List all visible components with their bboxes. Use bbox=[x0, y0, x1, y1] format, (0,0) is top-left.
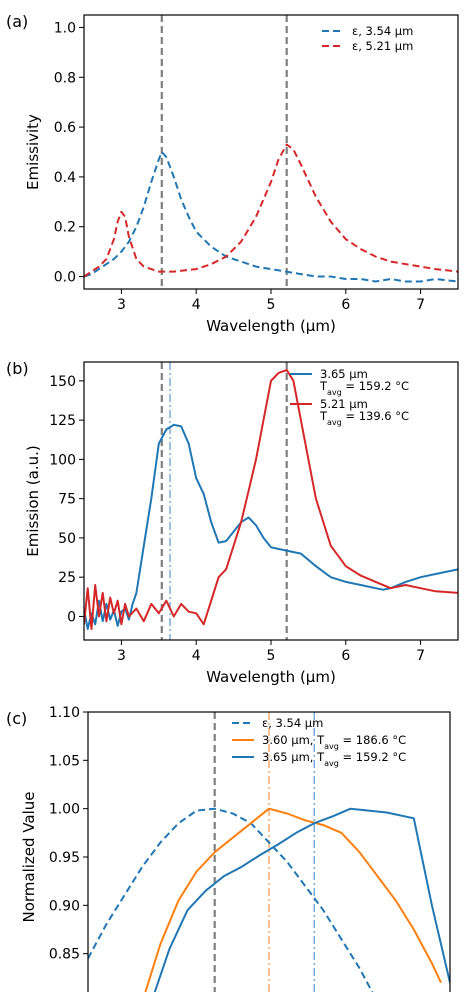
legend-label: ε, 3.54 μm bbox=[262, 716, 323, 730]
series-line-2 bbox=[84, 143, 458, 278]
y-tick-label: 0.0 bbox=[54, 270, 76, 286]
legend-label: ε, 3.54 μm bbox=[352, 24, 413, 38]
y-tick-label: 100 bbox=[49, 452, 76, 468]
legend-t-subscript: avg bbox=[324, 759, 339, 768]
x-tick-label: 6 bbox=[341, 648, 350, 664]
y-tick-label: 1.10 bbox=[49, 705, 80, 721]
y-tick-label: 0.4 bbox=[54, 170, 76, 186]
legend-t-subscript: avg bbox=[327, 388, 342, 397]
y-tick-label: 1.00 bbox=[49, 802, 80, 818]
series-line-1 bbox=[84, 423, 458, 630]
chart-panel-1: (a) 3 4 5 6 7 0.0 0.2 0.4 0.6 0.8 1.0 Wavelength (μm… bbox=[6, 12, 459, 335]
panel-label: (b) bbox=[6, 359, 29, 378]
axes-frame bbox=[83, 361, 459, 641]
x-tick-label: 7 bbox=[416, 297, 425, 313]
y-tick-label: 1.05 bbox=[49, 753, 80, 769]
x-tick-label: 4 bbox=[192, 648, 201, 664]
legend-t-value: = 186.6 °C bbox=[339, 733, 406, 747]
legend-label-temperature: Tavg = 139.6 °C bbox=[319, 409, 409, 427]
legend-t-value: = 159.2 °C bbox=[342, 379, 409, 393]
y-tick-label: 0.95 bbox=[49, 850, 80, 866]
legend-label: ε, 5.21 μm bbox=[352, 39, 413, 53]
x-tick-label: 3 bbox=[117, 648, 126, 664]
y-tick-label: 0.2 bbox=[54, 220, 76, 236]
legend-t: T bbox=[316, 733, 325, 747]
legend-t: T bbox=[319, 379, 328, 393]
x-axis-label: Wavelength (μm) bbox=[206, 317, 336, 335]
chart-panel-3: (c)3.43.53.63.73.80.800.850.900.951.001.… bbox=[6, 705, 451, 992]
y-axis-label: Emissivity bbox=[24, 114, 42, 190]
y-tick-label: 0.8 bbox=[54, 70, 76, 86]
series-line-2 bbox=[144, 807, 442, 992]
x-tick-label: 4 bbox=[192, 297, 201, 313]
legend-t-value: = 159.2 °C bbox=[339, 750, 406, 764]
series-line-3 bbox=[153, 807, 450, 992]
panel-label: (c) bbox=[6, 709, 27, 728]
y-tick-label: 1.0 bbox=[54, 20, 76, 36]
y-tick-label: 0.85 bbox=[49, 947, 80, 963]
axes-frame bbox=[83, 14, 459, 290]
y-tick-label: 25 bbox=[58, 570, 76, 586]
legend-t: T bbox=[316, 750, 325, 764]
legend-t-subscript: avg bbox=[324, 742, 339, 751]
panel-label: (a) bbox=[6, 12, 28, 31]
series-line-1 bbox=[84, 151, 458, 283]
y-tick-label: 50 bbox=[58, 531, 76, 547]
y-axis-label: Normalized Value bbox=[20, 791, 38, 922]
y-tick-label: 0.90 bbox=[49, 898, 80, 914]
legend-name: 3.60 μm, bbox=[262, 733, 317, 747]
legend-label: 3.65 μm bbox=[320, 367, 368, 381]
legend-t: T bbox=[319, 409, 328, 423]
legend-label: 5.21 μm bbox=[320, 397, 368, 411]
x-tick-label: 5 bbox=[267, 648, 276, 664]
x-tick-label: 7 bbox=[416, 648, 425, 664]
legend-t-subscript: avg bbox=[327, 418, 342, 427]
y-tick-label: 125 bbox=[49, 413, 76, 429]
y-tick-label: 75 bbox=[58, 492, 76, 508]
x-tick-label: 5 bbox=[267, 297, 276, 313]
series-line-2 bbox=[84, 368, 458, 630]
y-tick-label: 0.6 bbox=[54, 120, 76, 136]
y-tick-label: 150 bbox=[49, 374, 76, 390]
legend-label: 3.65 μm, Tavg = 159.2 °C bbox=[262, 750, 406, 768]
legend-label-temperature: Tavg = 159.2 °C bbox=[319, 379, 409, 397]
legend-name: 3.65 μm, bbox=[262, 750, 317, 764]
legend-t-value: = 139.6 °C bbox=[342, 409, 409, 423]
series-line-1 bbox=[88, 807, 374, 992]
x-axis-label: Wavelength (μm) bbox=[206, 668, 336, 686]
x-tick-label: 3 bbox=[117, 297, 126, 313]
chart-panel-2: (b) 3 4 5 6 7 0 25 50 75 100 125 150 Wavelength (μm) E… bbox=[6, 359, 459, 686]
y-axis-label: Emission (a.u.) bbox=[24, 445, 42, 556]
y-tick-label: 0 bbox=[67, 609, 76, 625]
x-tick-label: 6 bbox=[341, 297, 350, 313]
legend-label: 3.60 μm, Tavg = 186.6 °C bbox=[262, 733, 406, 751]
